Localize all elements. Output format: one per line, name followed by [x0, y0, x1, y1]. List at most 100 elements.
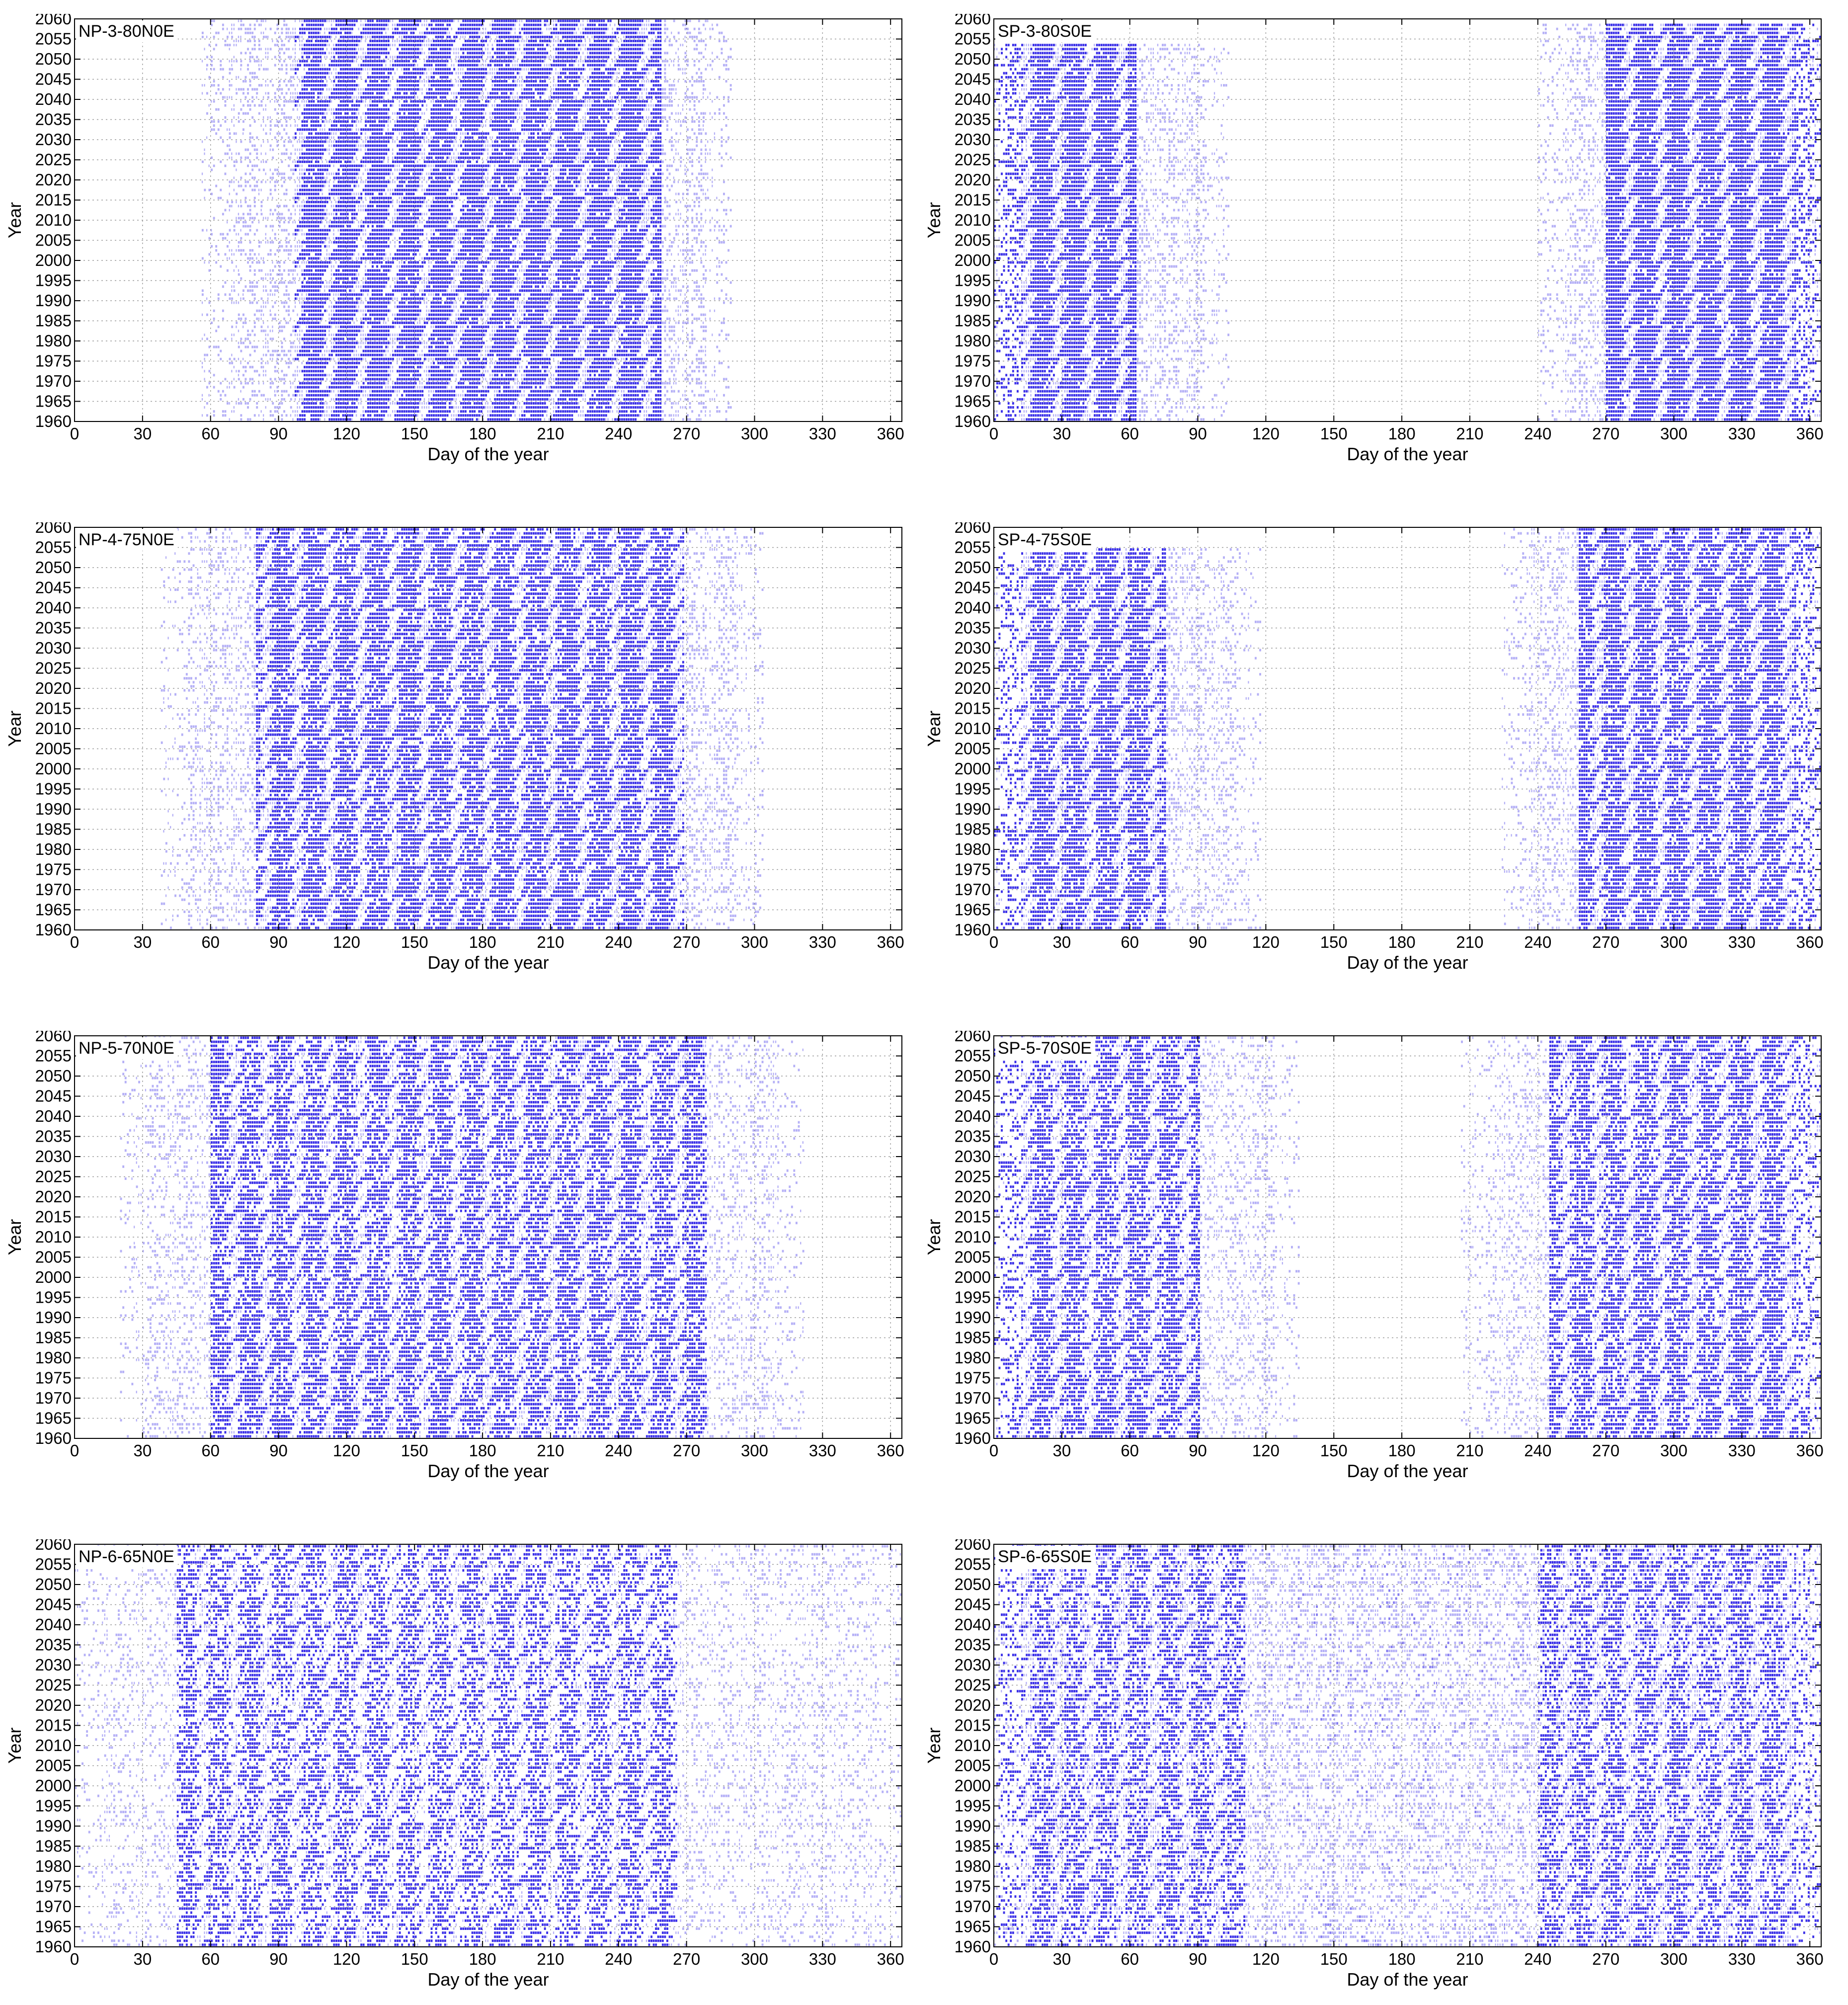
x-tick-label: 300	[741, 933, 768, 951]
y-tick-label: 1975	[955, 352, 991, 370]
y-tick-label: 2055	[35, 30, 72, 48]
y-tick-label: 2030	[35, 130, 72, 149]
x-tick-label: 60	[201, 933, 220, 951]
x-tick-label: 270	[1592, 933, 1619, 951]
y-tick-label: 2050	[955, 1067, 991, 1085]
x-tick-label: 30	[1052, 1441, 1071, 1460]
y-tick-label: 1985	[35, 1329, 72, 1347]
x-tick-label: 150	[1320, 933, 1348, 951]
y-tick-label: 1980	[955, 1857, 991, 1875]
y-tick-label: 2045	[35, 70, 72, 88]
y-axis-label: Year	[924, 1728, 944, 1764]
x-tick-label: 150	[401, 424, 428, 443]
y-tick-label: 2045	[955, 1087, 991, 1105]
y-axis-label: Year	[924, 711, 944, 747]
x-tick-label: 210	[537, 1441, 564, 1460]
y-axis: 1960196519701975198019851990199520002005…	[35, 14, 902, 430]
y-tick-label: 2060	[955, 1031, 991, 1045]
y-tick-label: 2005	[35, 1756, 72, 1775]
x-tick-label: 60	[201, 1441, 220, 1460]
x-tick-label: 0	[989, 424, 998, 443]
y-axis-label: Year	[4, 711, 25, 747]
y-tick-label: 1960	[35, 920, 72, 939]
y-tick-label: 1960	[955, 1429, 991, 1447]
y-tick-label: 1970	[35, 1389, 72, 1407]
y-tick-label: 1965	[955, 1918, 991, 1936]
x-tick-label: 0	[70, 1441, 79, 1460]
x-tick-label: 300	[741, 424, 768, 443]
x-tick-label: 60	[201, 424, 220, 443]
y-tick-label: 2000	[955, 1776, 991, 1795]
x-tick-label: 120	[333, 933, 360, 951]
x-tick-label: 270	[673, 933, 700, 951]
panel-title-background	[76, 529, 178, 551]
x-tick-label: 30	[1052, 424, 1071, 443]
x-tick-label: 120	[1252, 424, 1280, 443]
y-tick-label: 1980	[955, 332, 991, 350]
y-tick-label: 1990	[955, 800, 991, 818]
y-tick-label: 1970	[955, 1897, 991, 1916]
y-axis-label: Year	[4, 1219, 25, 1255]
x-tick-label: 330	[809, 1441, 836, 1460]
x-tick-label: 90	[1189, 1950, 1207, 1968]
x-axis-label: Day of the year	[427, 1461, 549, 1481]
x-axis: 0 30 60 90 120 150 180 210 240 270 300 330 360	[989, 527, 1824, 951]
x-tick-label: 0	[989, 1441, 998, 1460]
x-tick-label: 180	[469, 933, 496, 951]
y-tick-label: 1980	[35, 332, 72, 350]
y-tick-label: 1990	[35, 291, 72, 310]
x-tick-label: 90	[269, 933, 288, 951]
gridlines	[75, 1544, 902, 1947]
y-tick-label: 2015	[955, 1716, 991, 1735]
y-tick-label: 2010	[35, 1228, 72, 1246]
y-tick-label: 1970	[955, 880, 991, 899]
y-tick-label: 2060	[955, 1539, 991, 1553]
panel-title-background	[995, 1037, 1095, 1059]
x-tick-label: 330	[809, 933, 836, 951]
y-tick-label: 2045	[35, 1087, 72, 1105]
y-tick-label: 2025	[955, 151, 991, 169]
y-tick-label: 1985	[35, 312, 72, 330]
y-tick-label: 2010	[35, 211, 72, 229]
x-axis-label: Day of the year	[1347, 1461, 1468, 1481]
y-tick-label: 1960	[955, 412, 991, 430]
y-tick-label: 2035	[955, 1636, 991, 1654]
y-tick-label: 2035	[35, 1636, 72, 1654]
panel-title: NP-6-65N0E	[79, 1547, 174, 1566]
y-tick-label: 2020	[35, 1696, 72, 1714]
gridlines	[75, 19, 902, 421]
x-tick-label: 360	[1796, 933, 1824, 951]
x-tick-label: 180	[469, 1950, 496, 1968]
y-tick-label: 2005	[955, 231, 991, 250]
y-tick-label: 1990	[35, 800, 72, 818]
y-tick-label: 1980	[35, 1348, 72, 1367]
y-tick-label: 2010	[35, 719, 72, 738]
y-tick-label: 2025	[955, 1168, 991, 1186]
y-tick-label: 2015	[955, 699, 991, 718]
y-tick-label: 2050	[955, 50, 991, 68]
y-tick-label: 2040	[955, 598, 991, 617]
y-tick-label: 1965	[35, 1409, 72, 1427]
y-tick-label: 1975	[955, 860, 991, 879]
y-tick-label: 1960	[35, 1937, 72, 1956]
x-tick-label: 0	[989, 1950, 998, 1968]
x-tick-label: 30	[133, 1950, 152, 1968]
panel-title-background	[76, 1037, 178, 1059]
y-tick-label: 2050	[35, 1575, 72, 1593]
y-tick-label: 1970	[955, 1389, 991, 1407]
x-tick-label: 90	[1189, 424, 1207, 443]
chart-panel-6: 0 30 60 90 120 150 180 210 240 270 300 330 360 Day of…	[924, 1031, 1824, 1481]
y-tick-label: 1970	[35, 372, 72, 390]
y-tick-label: 1975	[35, 352, 72, 370]
y-tick-label: 1985	[955, 1329, 991, 1347]
x-tick-label: 60	[1121, 1441, 1139, 1460]
x-tick-label: 90	[1189, 1441, 1207, 1460]
y-tick-label: 2020	[35, 1187, 72, 1206]
y-tick-label: 2015	[35, 1208, 72, 1226]
y-tick-label: 2050	[35, 50, 72, 68]
x-tick-label: 0	[70, 933, 79, 951]
x-tick-label: 240	[605, 424, 632, 443]
x-tick-label: 180	[1388, 1441, 1416, 1460]
y-tick-label: 1990	[955, 1308, 991, 1327]
y-tick-label: 2030	[35, 639, 72, 657]
